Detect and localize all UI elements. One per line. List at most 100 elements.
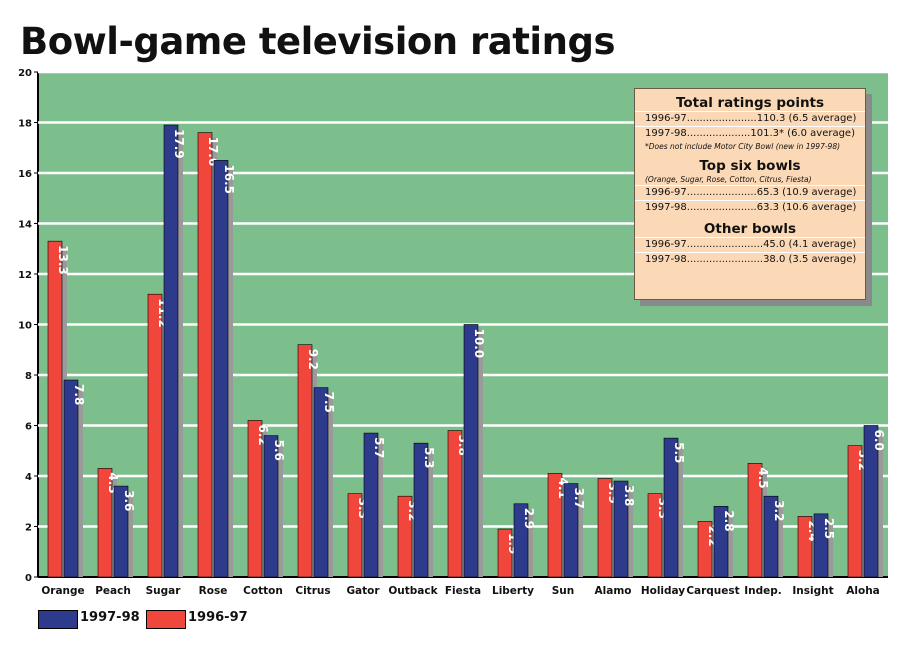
y-tick-label: 16 [18,169,32,180]
x-category-label: Holiday [641,585,685,597]
x-category-label: Rose [199,585,228,597]
total-footnote: *Does not include Motor City Bowl (new i… [645,142,841,151]
bar-1996-97 [147,293,163,578]
bar-value-label: 3.8 [622,485,636,506]
bar-value-label: 17.9 [172,129,186,159]
bar-value-label: 6.0 [872,430,886,451]
legend-label-1997-98: 1997-98 [80,610,140,625]
bar-1997-98 [363,432,379,578]
bar-1997-98 [563,483,579,578]
top-six-note: (Orange, Sugar, Rose, Cotton, Citrus, Fi… [645,175,812,184]
bar-value-label: 5.7 [372,437,386,458]
bar-1996-97 [347,493,363,578]
bar-value-label: 16.5 [222,164,236,194]
bar-value-label: 2.9 [522,508,536,529]
bar-value-label: 3.6 [122,490,136,511]
bar-1996-97 [547,473,563,578]
bar-1996-97 [297,344,313,578]
y-tick-label: 6 [25,422,32,433]
bar-1997-98 [813,513,829,578]
y-tick-label: 10 [18,321,32,332]
bar-1996-97 [647,493,663,578]
x-category-label: Aloha [846,585,880,597]
total-heading: Total ratings points [675,95,825,111]
bar-value-label: 3.2 [772,500,786,521]
bar-1997-98 [263,435,279,578]
bar-value-label: 5.3 [422,447,436,468]
bar-1997-98 [313,387,329,578]
bar-value-label: 7.8 [72,384,86,405]
other-row-1997-98: 1997-98........................38.0 (3.5… [635,252,865,267]
y-tick-label: 18 [18,119,32,130]
x-category-label: Sugar [146,585,182,597]
x-category-label: Insight [792,585,833,597]
bar-1997-98 [163,124,179,578]
bar-value-label: 9.2 [306,349,320,370]
x-category-label: Peach [95,585,131,597]
bar-1997-98 [113,485,129,578]
bar-1997-98 [213,160,229,578]
bar-1997-98 [663,437,679,578]
bar-1996-97 [847,445,863,578]
total-row-1996-97: 1996-97......................110.3 (6.5 … [635,111,865,126]
bar-value-label: 10.0 [472,329,486,359]
bar-1997-98 [513,503,529,578]
x-category-label: Orange [41,585,84,597]
y-tick-label: 12 [18,270,32,281]
bar-1996-97 [397,495,413,578]
x-category-label: Carquest [686,585,739,597]
other-heading: Other bowls [703,221,797,237]
y-tick-label: 14 [18,220,32,231]
x-category-label: Cotton [243,585,283,597]
bar-value-label: 2.8 [722,510,736,531]
bar-1996-97 [747,463,763,578]
x-category-label: Sun [552,585,575,597]
x-category-label: Alamo [595,585,632,597]
bar-1996-97 [197,132,213,578]
bar-1996-97 [597,478,613,578]
total-row-1997-98: 1997-98....................101.3* (6.0 a… [635,126,865,141]
bar-value-label: 7.5 [322,392,336,413]
legend-label-1996-97: 1996-97 [188,610,248,625]
ratings-summary-box: Total ratings points 1996-97............… [634,88,866,300]
x-category-label: Citrus [295,585,330,597]
bar-1996-97 [447,430,463,578]
chart-title: Bowl-game television ratings [20,20,615,63]
bar-value-label: 13.3 [56,245,70,275]
x-category-label: Gator [346,585,380,597]
bar-1997-98 [413,442,429,578]
bar-1996-97 [47,240,63,578]
bar-value-label: 17.6 [206,137,220,167]
legend-swatch-1996-97 [146,610,186,629]
y-tick-label: 20 [18,68,32,79]
bar-1996-97 [247,420,263,578]
bar-1996-97 [97,468,113,578]
y-tick-label: 4 [25,472,32,483]
bar-value-label: 2.5 [822,518,836,539]
y-tick-label: 2 [25,523,32,534]
bar-1997-98 [713,505,729,578]
legend-swatch-1997-98 [38,610,78,629]
bar-1996-97 [497,528,513,578]
bar-1997-98 [463,324,479,578]
bar-1996-97 [697,521,713,578]
other-row-1996-97: 1996-97........................45.0 (4.1… [635,237,865,252]
y-tick-label: 0 [25,573,32,584]
x-category-label: Liberty [492,585,534,597]
bar-1997-98 [63,379,79,578]
y-tick-label: 8 [25,371,32,382]
bar-1997-98 [613,480,629,578]
x-category-label: Fiesta [445,585,481,597]
bar-1997-98 [863,425,879,578]
bar-value-label: 4.5 [756,467,770,488]
top-six-row-1996-97: 1996-97......................65.3 (10.9 … [635,185,865,200]
bar-value-label: 5.6 [272,440,286,461]
top-six-heading: Top six bowls [699,158,801,174]
bar-value-label: 5.5 [672,442,686,463]
bar-1997-98 [763,495,779,578]
x-category-label: Outback [388,585,438,597]
bar-1996-97 [797,516,813,578]
x-category-label: Indep. [744,585,782,597]
top-six-row-1997-98: 1997-98......................63.3 (10.6 … [635,200,865,215]
bar-value-label: 3.7 [572,488,586,509]
